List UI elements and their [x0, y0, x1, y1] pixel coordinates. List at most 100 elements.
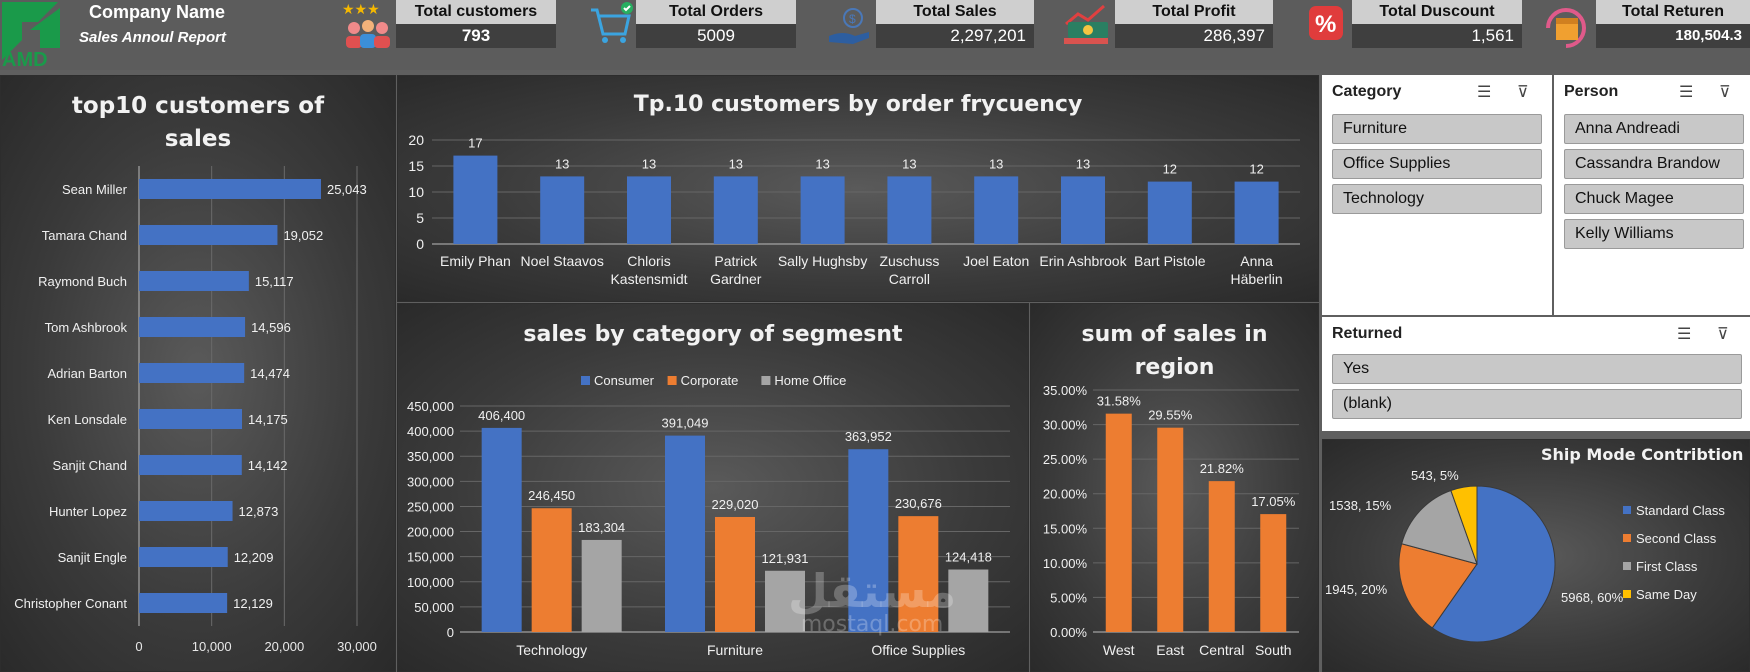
amd-logo-icon: AMD — [2, 2, 60, 71]
bar — [1157, 427, 1184, 632]
data-label: 13 — [729, 156, 743, 171]
data-label: 19,052 — [283, 228, 323, 243]
data-label: 14,596 — [251, 320, 291, 335]
legend-swatch — [1623, 534, 1631, 542]
bar — [139, 363, 245, 383]
category-label: Christopher Conant — [14, 596, 127, 611]
data-label: 121,931 — [762, 551, 809, 566]
chart-title: sum of sales in region — [1081, 322, 1268, 380]
legend-label: Home Office — [774, 373, 846, 388]
y-tick-label: 20 — [408, 132, 424, 148]
bar — [1208, 481, 1235, 632]
bar — [800, 176, 845, 244]
bar — [765, 570, 805, 632]
bar — [1147, 181, 1192, 244]
slicer-item-technology[interactable]: Technology — [1332, 184, 1542, 214]
data-label: 13 — [555, 156, 569, 171]
data-label: 13 — [642, 156, 656, 171]
order-frequency-chart: 0 5 10 15 20 17 Emily Phan 13 Noel Staavos 13 Chlo… — [408, 132, 1300, 287]
bar — [581, 539, 622, 632]
bar — [848, 449, 889, 632]
company-name: Company Name — [89, 2, 226, 22]
multi-select-icon[interactable]: ☰ — [1677, 326, 1692, 343]
bar — [627, 176, 671, 244]
y-tick-label: 0 — [447, 625, 454, 640]
y-tick-label: 25.00% — [1043, 452, 1088, 467]
category-label: Carroll — [889, 271, 930, 287]
data-label: 12 — [1163, 162, 1177, 177]
y-tick-label: 50,000 — [414, 600, 454, 615]
data-label: 124,418 — [945, 550, 992, 565]
data-label: 13 — [989, 156, 1003, 171]
data-label: 543, 5% — [1411, 468, 1459, 483]
y-tick-label: 350,000 — [407, 449, 454, 464]
region-sales-panel: sum of sales in region 0.00% 5.00% 10.00% 1… — [1030, 303, 1319, 672]
data-label: 1945, 20% — [1325, 582, 1388, 597]
kpi-value-total-customers: 793 — [396, 24, 556, 48]
kpi-label-total-return: Total Returen — [1596, 0, 1750, 24]
y-tick-label: 0.00% — [1050, 625, 1087, 640]
legend-label: Consumer — [594, 373, 655, 388]
category-label: West — [1103, 642, 1135, 658]
data-label: 15,117 — [255, 274, 294, 289]
data-label: 14,474 — [250, 366, 290, 381]
multi-select-icon[interactable]: ☰ — [1477, 84, 1492, 101]
x-tick-label: 30,000 — [337, 639, 377, 654]
slicer-item-person[interactable]: Cassandra Brandow — [1564, 149, 1744, 179]
legend-label: First Class — [1636, 559, 1698, 574]
logo-text: AMD — [2, 49, 48, 70]
watermark-latin: mostaql.com — [800, 612, 944, 637]
profit-icon — [1060, 0, 1115, 70]
slicer-item-furniture[interactable]: Furniture — [1332, 114, 1542, 144]
y-tick-label: 300,000 — [407, 474, 454, 489]
clear-filter-icon[interactable]: ⊽ — [1719, 84, 1731, 101]
category-label: Häberlin — [1231, 271, 1283, 287]
data-label: 183,304 — [578, 520, 625, 535]
slicer-item-blank[interactable]: (blank) — [1332, 389, 1742, 419]
bar — [665, 435, 705, 632]
category-label: Sanjit Chand — [53, 458, 127, 473]
bar — [540, 176, 585, 244]
clear-filter-icon[interactable]: ⊽ — [1517, 84, 1529, 101]
category-label: Tom Ashbrook — [45, 320, 128, 335]
y-tick-label: 100,000 — [407, 575, 454, 590]
slicer-item-person[interactable]: Chuck Magee — [1564, 184, 1744, 214]
multi-select-icon[interactable]: ☰ — [1679, 84, 1694, 101]
svg-text:%: % — [1315, 11, 1336, 38]
bar — [139, 271, 249, 291]
category-label: Patrick — [714, 253, 758, 269]
data-label: 246,450 — [528, 488, 575, 503]
bar — [139, 547, 228, 567]
category-label: Office Supplies — [871, 642, 965, 658]
data-label: 229,020 — [712, 497, 759, 512]
kpi-label-total-orders: Total Orders — [636, 0, 796, 24]
bar — [887, 176, 932, 244]
x-tick-label: 10,000 — [192, 639, 232, 654]
y-tick-label: 5.00% — [1050, 590, 1087, 605]
pie-slice — [1401, 489, 1478, 565]
category-label: Joel Eaton — [963, 253, 1029, 269]
legend-label: Standard Class — [1636, 503, 1725, 518]
data-label: 13 — [815, 156, 829, 171]
legend-swatch — [761, 376, 771, 385]
bar — [1105, 413, 1132, 632]
category-label: Raymond Buch — [38, 274, 127, 289]
y-tick-label: 5 — [416, 210, 424, 226]
slicer-item-yes[interactable]: Yes — [1332, 354, 1742, 384]
bar — [139, 179, 321, 199]
clear-filter-icon[interactable]: ⊽ — [1717, 326, 1729, 343]
kpi-label-total-discount: Total Duscount — [1352, 0, 1522, 24]
legend-label: Second Class — [1636, 531, 1717, 546]
y-tick-label: 450,000 — [407, 399, 454, 414]
slicer-item-person[interactable]: Kelly Williams — [1564, 219, 1744, 249]
category-label: Kastensmidt — [610, 271, 687, 287]
y-tick-label: 10 — [408, 184, 424, 200]
ship-mode-panel: Ship Mode Contribtion 5968, 60% Standard … — [1322, 439, 1750, 672]
slicer-item-person[interactable]: Anna Andreadi — [1564, 114, 1744, 144]
amd-logo: AMD — [0, 0, 78, 71]
category-label: Furniture — [707, 642, 763, 658]
legend-swatch — [1623, 562, 1631, 570]
slicer-item-office-supplies[interactable]: Office Supplies — [1332, 149, 1542, 179]
bar — [898, 516, 939, 632]
slicer-title: Person — [1564, 83, 1619, 100]
